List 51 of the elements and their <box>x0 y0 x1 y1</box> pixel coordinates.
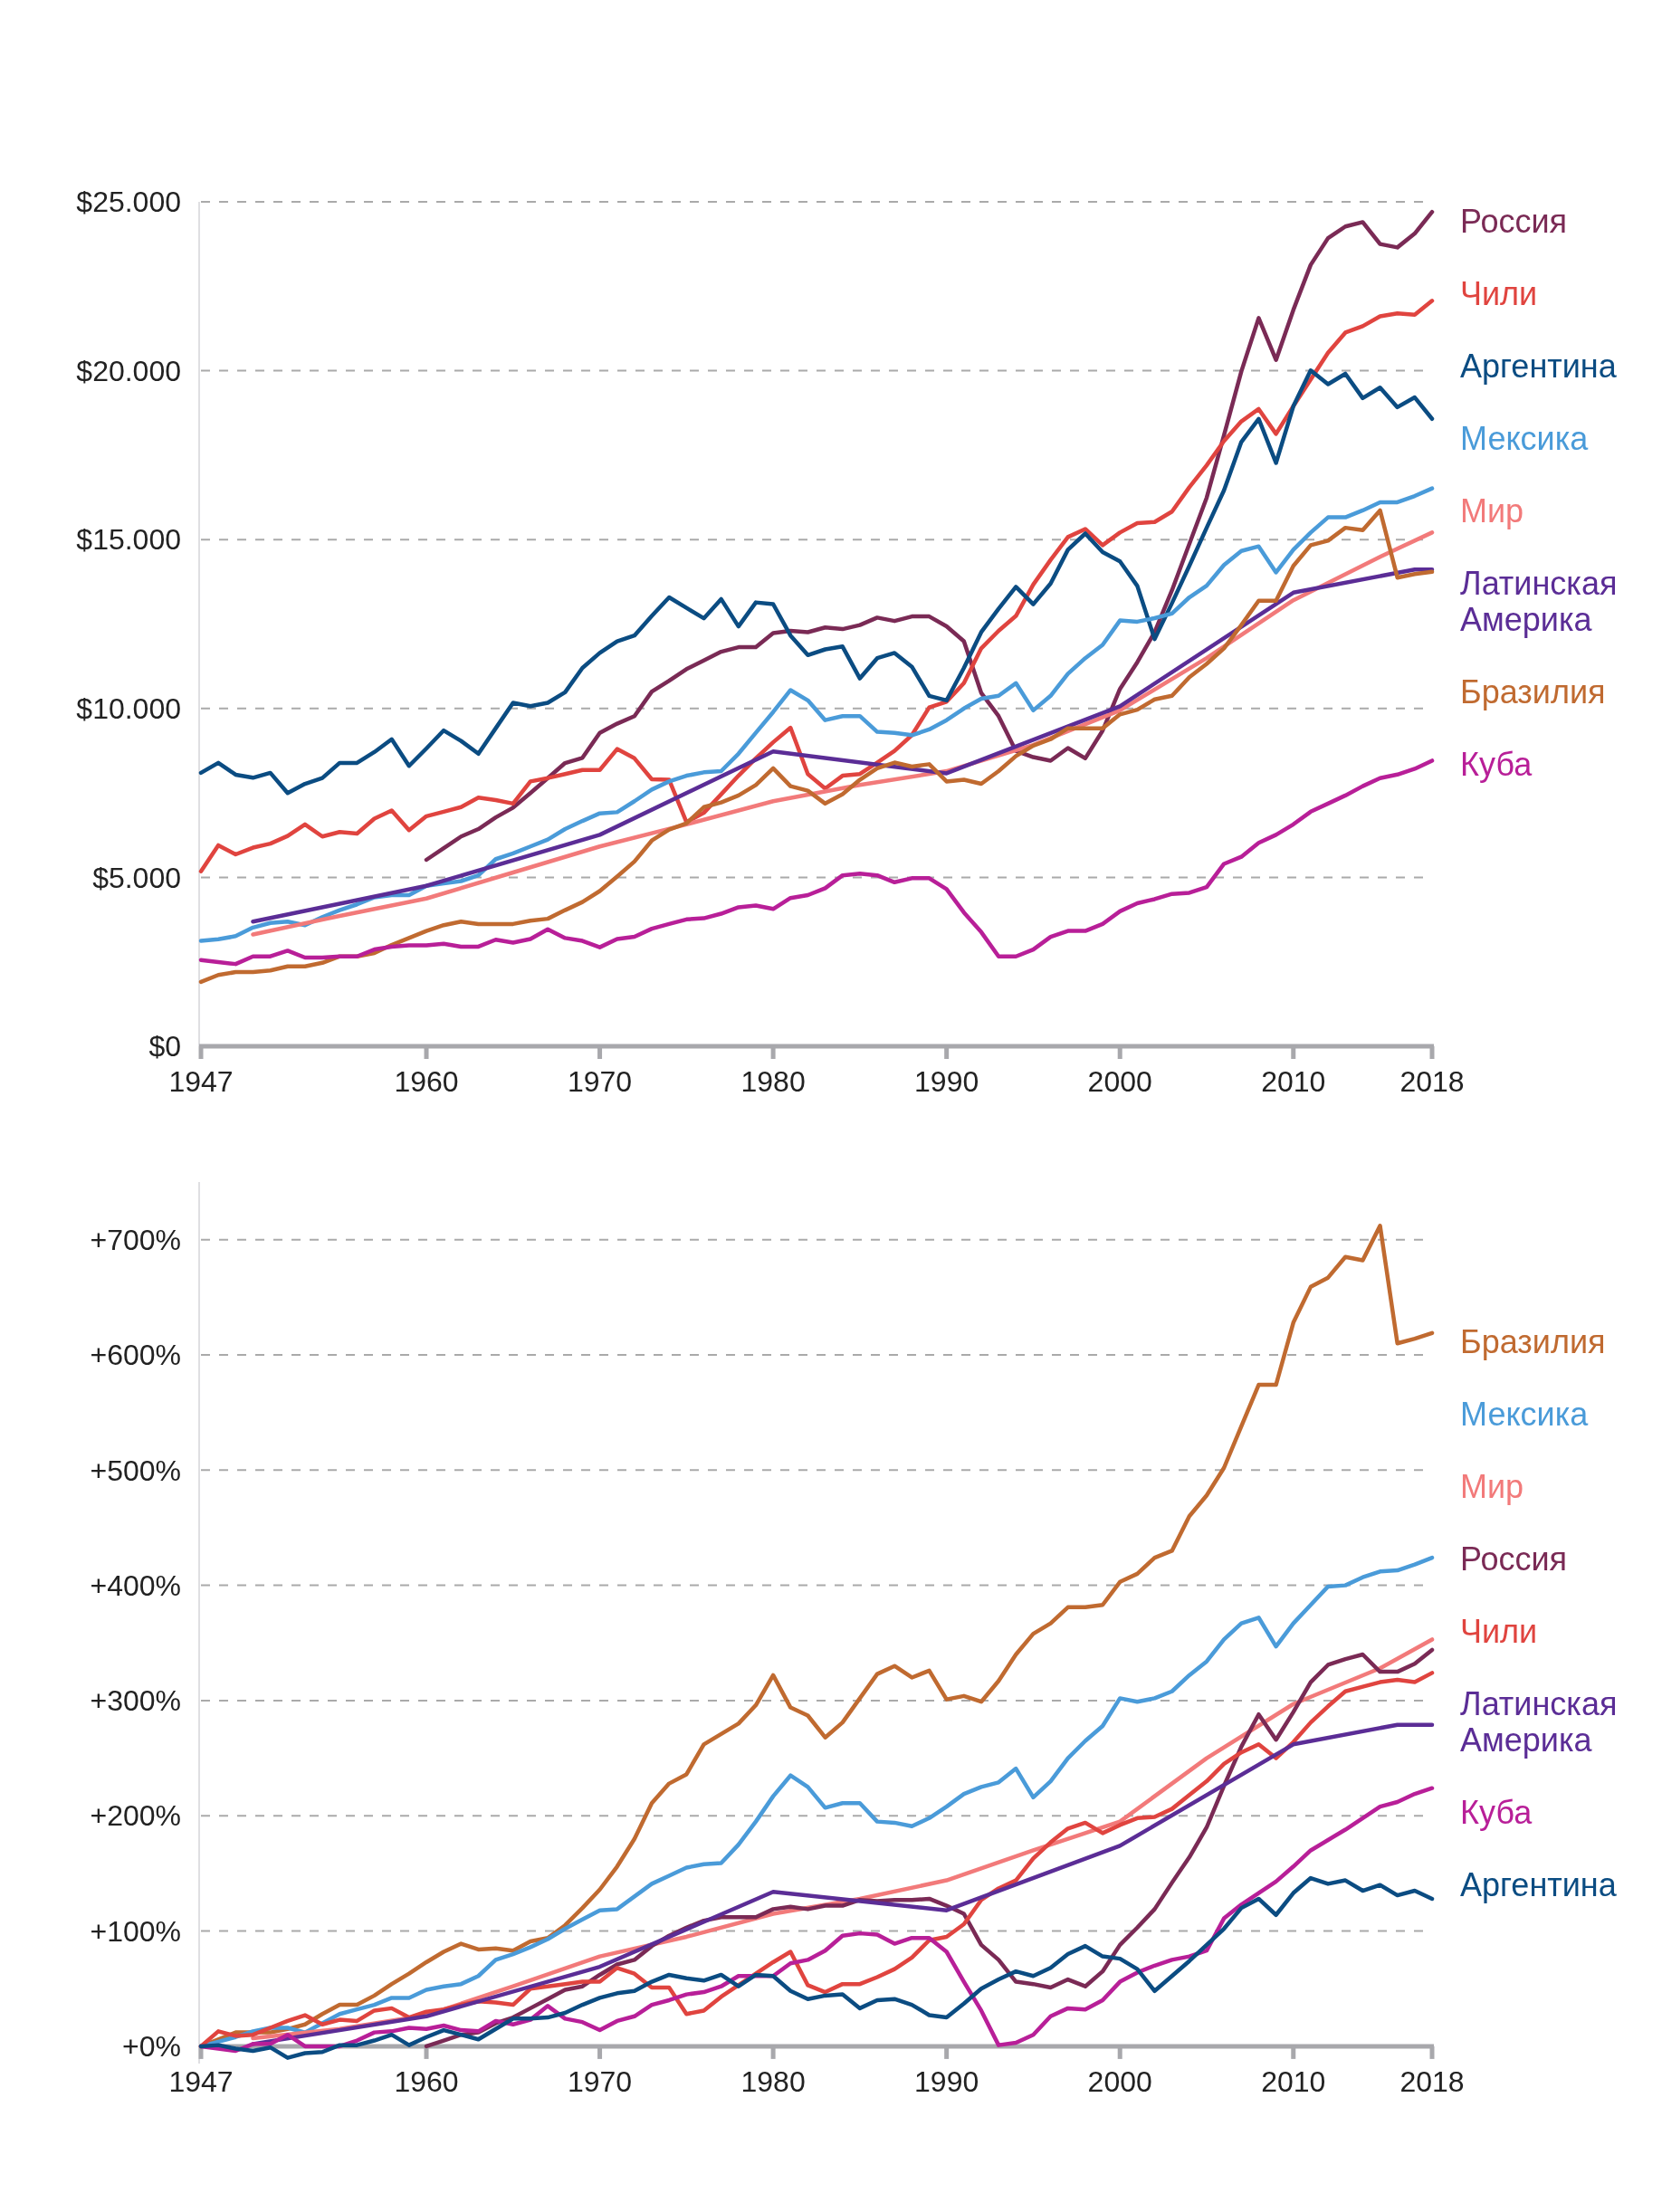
y-tick-label: +500% <box>90 1454 181 1487</box>
series-label: Аргентина <box>1460 347 1618 385</box>
y-tick-label: +100% <box>90 1914 181 1948</box>
x-tick-label: 1980 <box>740 1065 806 1098</box>
x-tick-label: 2000 <box>1087 2064 1152 2098</box>
series-label: Бразилия <box>1460 1323 1606 1361</box>
x-tick-label: 2010 <box>1261 1065 1326 1098</box>
x-tick-label: 1960 <box>394 2064 459 2098</box>
x-tick-label: 1980 <box>740 2064 806 2098</box>
line-series <box>198 758 1435 967</box>
y-tick-label: $25.000 <box>76 186 181 219</box>
y-tick-label: +300% <box>90 1684 181 1718</box>
y-tick-label: $0 <box>148 1030 181 1063</box>
y-tick-label: $10.000 <box>76 692 181 725</box>
x-tick-label: 1947 <box>168 1065 234 1098</box>
text: Бразилия <box>1460 672 1606 710</box>
series-label: Россия <box>1460 202 1568 240</box>
series-label: Куба <box>1460 745 1533 783</box>
y-tick-label: +200% <box>90 1799 181 1833</box>
series-label: Чили <box>1460 1613 1538 1651</box>
y-tick-label: +700% <box>90 1223 181 1256</box>
y-tick-label: +0% <box>122 2030 181 2064</box>
series-label: Чили <box>1460 274 1538 312</box>
y-tick-label: $5.000 <box>92 861 181 894</box>
series-label: Мексика <box>1460 419 1590 457</box>
x-tick-label: 2000 <box>1087 1065 1152 1098</box>
x-tick-label: 1990 <box>914 1065 979 1098</box>
line-series <box>198 367 1435 796</box>
text: Россия <box>1460 1540 1568 1578</box>
y-tick-label: $20.000 <box>76 354 181 387</box>
series-label: Латинская Америка <box>1460 564 1618 638</box>
x-tick-label: 2018 <box>1399 1065 1465 1098</box>
series-label: Куба <box>1460 1794 1533 1832</box>
y-tick-label: $15.000 <box>76 523 181 557</box>
x-tick-label: 2018 <box>1399 2064 1465 2098</box>
x-tick-label: 2010 <box>1261 2064 1326 2098</box>
line-series <box>198 299 1435 873</box>
line-series <box>424 209 1435 863</box>
series-label: Аргентина <box>1460 1866 1618 1904</box>
text: Мексика <box>1460 1396 1590 1434</box>
line-series <box>198 1875 1435 2060</box>
x-tick-label: 1990 <box>914 2064 979 2098</box>
y-tick-label: +600% <box>90 1339 181 1372</box>
x-tick-label: 1970 <box>567 1065 633 1098</box>
x-tick-label: 1970 <box>567 2064 633 2098</box>
series-label: Латинская Америка <box>1460 1685 1618 1759</box>
text: Мир <box>1460 1468 1524 1506</box>
x-tick-label: 1960 <box>394 1065 459 1098</box>
y-tick-label: +400% <box>90 1568 181 1602</box>
series-label: Мир <box>1460 491 1524 529</box>
x-tick-label: 1947 <box>168 2064 234 2098</box>
